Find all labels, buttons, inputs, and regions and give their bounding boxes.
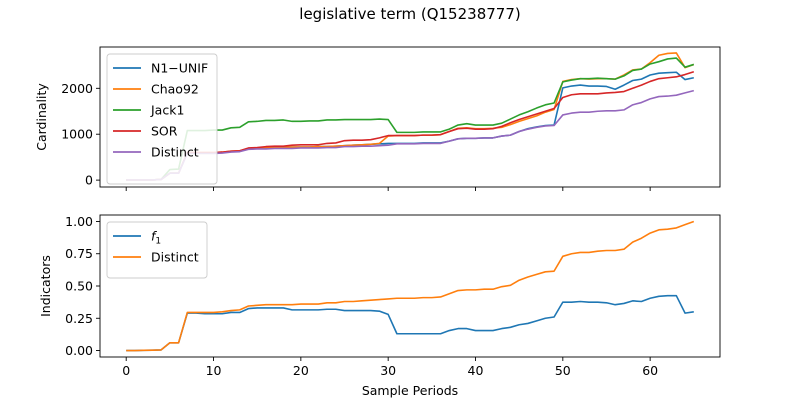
legend-entry: Chao92	[151, 82, 199, 97]
figure-title: legislative term (Q15238777)	[299, 5, 520, 23]
y-axis-label: Indicators	[38, 255, 53, 317]
series-line-distinct	[126, 220, 695, 352]
y-tick-label: 0.00	[65, 343, 93, 358]
legend-entry: N1−UNIF	[151, 61, 208, 76]
series-lines	[126, 52, 695, 181]
y-tick-label: 0.75	[65, 246, 93, 261]
y-tick-label: 2000	[61, 81, 93, 96]
x-tick-label: 10	[206, 363, 222, 378]
indicators-panel: 0 10 20 30 40 50 60 0.00 0.25 0.50 0.75 1.00 Indicat…	[38, 214, 721, 398]
x-tick-label: 30	[380, 363, 396, 378]
legend-entry: Distinct	[151, 145, 199, 160]
series-line-sor	[126, 71, 695, 181]
y-tick-label: 0.50	[65, 279, 93, 294]
series-line-jack1	[126, 57, 695, 181]
legend-entry: f1	[151, 229, 161, 247]
legend: N1−UNIF Chao92 Jack1 SOR Distinct	[106, 53, 218, 185]
x-tick-label: 50	[555, 363, 571, 378]
series-line-distinct	[126, 89, 695, 181]
series-line-f	[126, 294, 694, 352]
x-tick-label: 60	[642, 363, 658, 378]
y-tick-label: 1.00	[65, 214, 93, 229]
x-tick-label: 0	[122, 363, 130, 378]
axes-frame	[99, 46, 721, 188]
y-tick-label: 0.25	[65, 311, 93, 326]
x-axis-label: Sample Periods	[362, 383, 458, 398]
y-axis-label: Cardinality	[34, 83, 49, 151]
cardinality-panel: 0 1000 2000 Cardinality N1−UNIF Chao92 Jack1 SO…	[34, 46, 721, 191]
legend-entry: SOR	[151, 124, 178, 139]
y-tick-label: 1000	[61, 127, 93, 142]
x-tick-label: 40	[468, 363, 484, 378]
legend-entry: Distinct	[151, 250, 199, 265]
y-tick-label: 0	[85, 173, 93, 188]
legend-entry: Jack1	[150, 103, 184, 118]
legend: f1 Distinct	[106, 221, 208, 279]
x-tick-label: 20	[293, 363, 309, 378]
series-lines	[126, 220, 695, 352]
